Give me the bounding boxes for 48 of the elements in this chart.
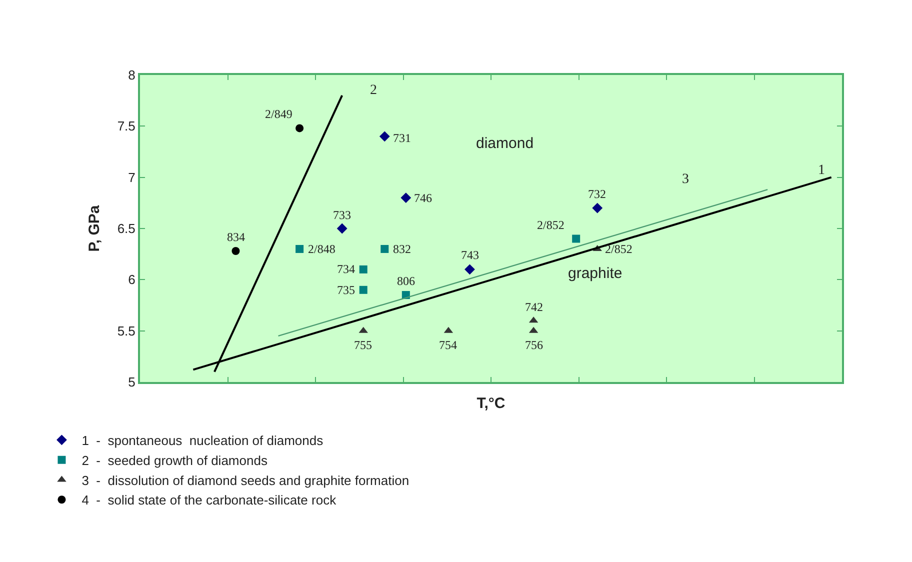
legend-label: 1 - spontaneous nucleation of diamonds: [82, 433, 324, 448]
annotation: 1: [818, 163, 825, 178]
y-tick-label: 5.5: [117, 323, 136, 338]
point: [232, 247, 240, 256]
annotation: 755: [354, 338, 372, 352]
point: [464, 264, 475, 275]
annotation: 3: [682, 172, 689, 187]
annotation: 832: [393, 242, 411, 256]
legend-label: 2 - seeded growth of diamonds: [82, 452, 268, 468]
point: [379, 131, 390, 142]
annotation: 734: [337, 262, 355, 276]
annotation: 834: [227, 230, 245, 244]
point: [336, 223, 348, 234]
annotation: graphite: [568, 265, 622, 282]
legend-label: 4 - solid state of the carbonate-silicate rock: [82, 492, 337, 508]
annotation: 735: [337, 283, 355, 297]
point: [359, 286, 368, 294]
annotation: 756: [525, 338, 543, 352]
y-tick-label: 8: [128, 68, 136, 83]
point: [296, 244, 304, 253]
annotation: 754: [439, 338, 457, 352]
point: [572, 234, 580, 243]
annotation: 733: [333, 208, 351, 222]
annotation: diamond: [476, 135, 534, 152]
annotation: 742: [525, 300, 543, 314]
annotation: 806: [397, 274, 415, 288]
point: [400, 192, 412, 203]
annotation: 746: [414, 191, 432, 205]
annotation: 2: [370, 83, 377, 98]
y-axis-title: P, GPa: [86, 204, 104, 252]
point: [380, 244, 389, 253]
annotation: 2/852: [605, 242, 632, 256]
point: [359, 265, 368, 274]
annotation: 2/849: [265, 107, 292, 121]
annotation: 2/852: [537, 218, 564, 232]
y-tick-label: 5: [128, 374, 136, 390]
legend-label: 3 - dissolution of diamond seeds and graphite formation: [82, 472, 410, 488]
point: [592, 202, 603, 214]
annotation: 743: [461, 248, 479, 262]
annotation: 2/848: [308, 242, 336, 256]
y-tick-label: 7.5: [117, 118, 136, 134]
annotation: 731: [393, 131, 411, 145]
y-tick-label: 6.5: [117, 221, 136, 236]
annotation: 732: [588, 187, 606, 201]
y-tick-label: 6: [128, 272, 136, 288]
x-axis-title: T,°C: [476, 394, 506, 412]
point: [296, 124, 304, 132]
y-tick-label: 7: [128, 170, 136, 185]
